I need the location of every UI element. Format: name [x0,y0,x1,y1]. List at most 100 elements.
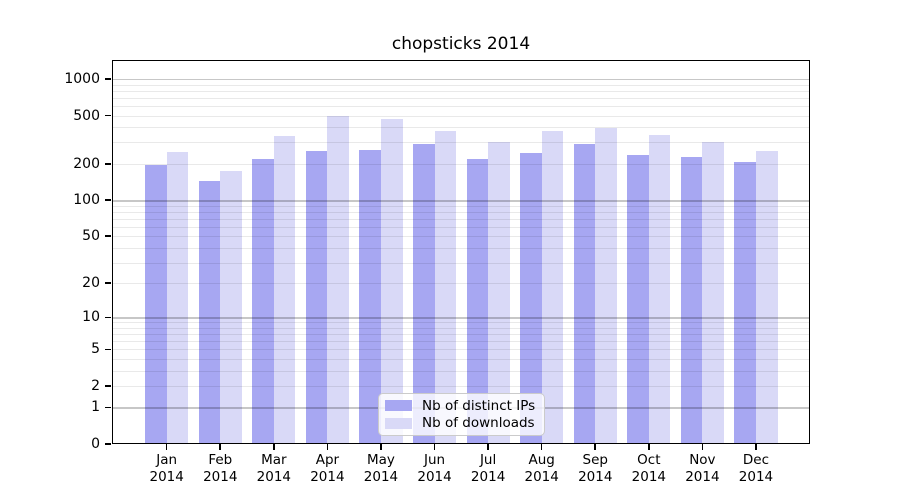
y-tick-mark [105,114,111,117]
gridline [112,283,810,285]
legend-swatch-distinct-ips [385,400,412,412]
legend: Nb of distinct IPs Nb of downloads [378,393,545,436]
y-tick-mark [105,443,111,445]
y-tick-mark [105,199,111,201]
x-tick-label: Mar 2014 [256,452,291,485]
gridline [112,370,810,372]
x-tick-mark [165,444,168,450]
legend-row: Nb of downloads [385,415,536,431]
legend-row: Nb of distinct IPs [385,398,536,414]
y-tick-mark [105,78,111,80]
bar-downloads [273,136,296,444]
bar-downloads [434,131,457,444]
gridline [112,226,810,228]
x-tick-label: Jun 2014 [417,452,452,485]
y-tick-label: 20 [82,275,100,292]
x-tick-mark [273,444,275,450]
gridline [112,105,810,107]
x-tick-label: Dec 2014 [738,452,774,485]
bar-distinct-ips [573,143,596,444]
x-tick-label: Feb 2014 [203,452,238,485]
bar-downloads [220,170,242,444]
bar-distinct-ips [466,159,489,444]
x-tick-mark [594,444,597,450]
bar-downloads [702,141,724,444]
bar-distinct-ips [680,157,703,444]
bar-downloads [648,134,671,444]
gridline [112,127,810,129]
gridline [112,142,810,144]
bar-downloads [755,150,778,444]
x-tick-label: Sep 2014 [578,452,613,485]
y-tick-mark [105,316,111,319]
x-tick-mark [701,444,704,450]
y-tick-mark [105,406,111,409]
bar-distinct-ips [252,159,274,444]
y-tick-label: 50 [82,228,100,245]
bar-downloads [488,141,510,444]
bar-distinct-ips [520,152,542,444]
bar-distinct-ips [734,161,756,444]
legend-swatch-downloads [385,417,412,429]
gridline [112,334,810,336]
y-tick-label: 5 [91,341,100,358]
gridline [112,97,810,99]
bar-distinct-ips [305,150,328,444]
bar-distinct-ips [627,155,649,444]
y-tick-mark [105,385,111,387]
gridline [112,205,810,207]
bar-distinct-ips [198,181,221,444]
bar-downloads [380,119,403,444]
bar-downloads [541,131,564,444]
plot-area: Nb of distinct IPs Nb of downloads [112,60,810,444]
y-tick-mark [105,282,111,284]
y-tick-mark [105,163,111,165]
x-tick-mark [755,444,757,450]
bar-distinct-ips [359,150,381,444]
gridline [112,341,810,343]
gridline [112,322,810,324]
x-tick-label: May 2014 [363,452,399,485]
bar-downloads [595,128,617,444]
y-tick-label: 1 [91,399,100,416]
y-tick-label: 1000 [64,70,100,87]
y-tick-mark [105,235,111,238]
bar-distinct-ips [145,164,167,444]
chart-title: chopsticks 2014 [391,34,531,54]
x-tick-mark [648,444,650,450]
x-tick-mark [380,444,382,450]
bar-downloads [166,151,189,444]
x-tick-mark [326,444,329,450]
y-tick-label: 10 [82,309,100,326]
bar-distinct-ips [412,144,435,444]
gridline [112,218,810,220]
gridline [112,358,810,360]
y-tick-mark [105,348,111,351]
x-tick-label: Jul 2014 [470,452,506,485]
gridline [112,78,810,81]
gridline [112,385,810,387]
y-tick-label: 0 [91,436,100,452]
gridline [112,163,810,165]
gridline [112,84,810,86]
y-tick-label: 500 [73,107,100,124]
legend-label: Nb of distinct IPs [422,397,536,414]
gridline [112,90,810,92]
x-tick-mark [540,444,543,450]
gridline [112,211,810,213]
x-tick-label: Nov 2014 [685,452,720,485]
x-tick-mark [487,444,489,450]
x-tick-label: Oct 2014 [631,452,666,485]
legend-label: Nb of downloads [422,415,535,432]
x-tick-label: Aug 2014 [524,452,559,485]
gridline [112,349,810,351]
y-tick-label: 100 [73,192,100,209]
gridline [112,236,810,238]
x-tick-mark [219,444,222,450]
x-tick-mark [433,444,436,450]
gridline [112,327,810,329]
gridline [112,262,810,264]
bar-downloads [327,116,349,444]
gridline [112,115,810,117]
